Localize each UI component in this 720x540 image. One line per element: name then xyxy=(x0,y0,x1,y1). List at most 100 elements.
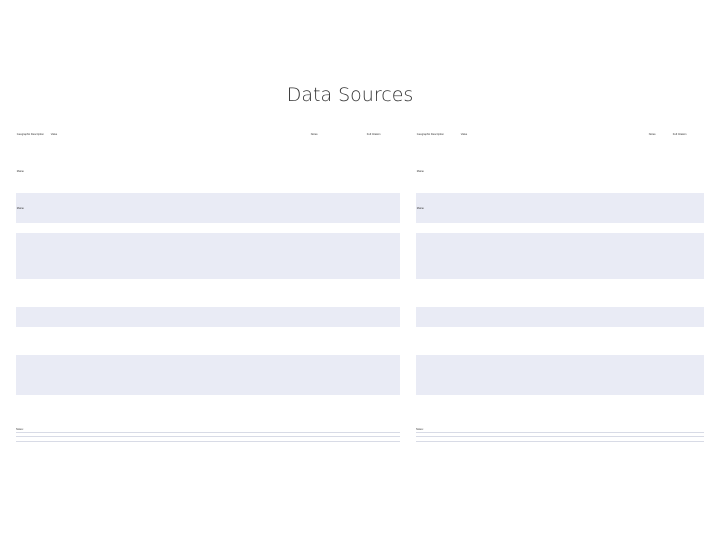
table-cell xyxy=(270,149,310,194)
table-cell xyxy=(460,193,508,224)
table-cell xyxy=(560,233,582,280)
table-cell xyxy=(50,149,102,194)
table-cell xyxy=(102,233,150,280)
table-cell xyxy=(604,149,626,194)
table-cell xyxy=(16,223,50,234)
table-notes: Notes: xyxy=(16,428,400,442)
table-cell xyxy=(202,233,222,280)
table-cell xyxy=(672,307,704,328)
table-cell xyxy=(648,307,672,328)
table-cell xyxy=(416,233,460,280)
table-cell xyxy=(310,307,366,328)
table-cell xyxy=(244,355,270,396)
table-cell xyxy=(366,307,400,328)
note-line xyxy=(416,437,704,442)
table-cell xyxy=(102,327,150,356)
table-cell xyxy=(50,193,102,224)
table-cell xyxy=(244,149,270,194)
table-cell xyxy=(416,327,460,356)
table-cell xyxy=(202,223,222,234)
table-cell xyxy=(16,307,50,328)
table-cell xyxy=(310,355,366,396)
table-cell xyxy=(150,279,202,308)
table-cell xyxy=(560,149,582,194)
table-cell xyxy=(604,223,626,234)
table-cell xyxy=(222,327,244,356)
column-header xyxy=(222,120,244,150)
table-cell xyxy=(460,327,508,356)
table-cell xyxy=(508,327,534,356)
table-row xyxy=(416,223,704,234)
table-row xyxy=(16,355,400,396)
data-sources-table-2: Geographic Description Value Notes Full Cit… xyxy=(416,120,704,396)
table-cell xyxy=(366,279,400,308)
column-header: Notes xyxy=(648,120,672,150)
table-cell xyxy=(270,307,310,328)
column-header xyxy=(626,120,648,150)
table-cell xyxy=(560,327,582,356)
table-cell xyxy=(604,193,626,224)
table-cell xyxy=(508,355,534,396)
column-header xyxy=(270,120,310,150)
table-cell xyxy=(534,355,560,396)
column-header xyxy=(604,120,626,150)
table-cell xyxy=(460,233,508,280)
table-cell xyxy=(50,233,102,280)
table-cell xyxy=(672,193,704,224)
table-cell xyxy=(648,149,672,194)
table-cell xyxy=(366,223,400,234)
table-cell xyxy=(150,233,202,280)
table-row xyxy=(16,223,400,234)
table-cell xyxy=(582,149,604,194)
table-row xyxy=(416,307,704,328)
table-cell xyxy=(604,327,626,356)
table-cell xyxy=(582,279,604,308)
table-cell xyxy=(672,149,704,194)
table-cell xyxy=(648,233,672,280)
table-cell xyxy=(222,233,244,280)
table-cell xyxy=(626,279,648,308)
table-cell xyxy=(534,223,560,234)
table-row xyxy=(416,233,704,280)
table-cell xyxy=(102,279,150,308)
table-cell xyxy=(508,223,534,234)
table-cell xyxy=(222,193,244,224)
column-header xyxy=(202,120,222,150)
table-cell xyxy=(150,307,202,328)
table-cell xyxy=(202,327,222,356)
column-header xyxy=(244,120,270,150)
table-cell xyxy=(560,193,582,224)
table-cell xyxy=(460,279,508,308)
table-row: Maine xyxy=(416,193,704,224)
table-cell xyxy=(150,149,202,194)
column-header: Geographic Description xyxy=(416,120,460,150)
table-cell xyxy=(150,223,202,234)
table-cell xyxy=(582,307,604,328)
table-cell xyxy=(672,233,704,280)
table-cell xyxy=(222,223,244,234)
table-row xyxy=(16,307,400,328)
table-cell xyxy=(604,307,626,328)
table-cell xyxy=(560,355,582,396)
table-cell xyxy=(626,327,648,356)
table-cell xyxy=(534,327,560,356)
table-cell xyxy=(366,149,400,194)
table-cell xyxy=(648,279,672,308)
table-cell xyxy=(244,193,270,224)
table-cell xyxy=(534,193,560,224)
table-cell xyxy=(270,223,310,234)
table-cell xyxy=(460,307,508,328)
table-cell xyxy=(582,193,604,224)
table-cell xyxy=(366,193,400,224)
table-cell xyxy=(16,327,50,356)
note-line: Notes: xyxy=(416,428,704,433)
column-header xyxy=(582,120,604,150)
table-row xyxy=(416,327,704,356)
table-cell xyxy=(508,149,534,194)
table-cell xyxy=(102,149,150,194)
table-cell xyxy=(508,233,534,280)
table-cell xyxy=(366,355,400,396)
slide-title: Data Sources xyxy=(286,84,414,106)
table-cell xyxy=(150,355,202,396)
table-cell xyxy=(270,327,310,356)
